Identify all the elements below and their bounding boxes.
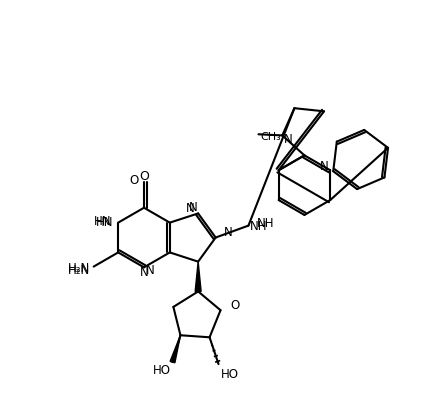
Text: HO: HO <box>153 364 171 376</box>
Text: O: O <box>231 299 240 312</box>
Text: O: O <box>130 174 139 187</box>
Text: N: N <box>139 266 148 279</box>
Text: N: N <box>320 160 329 173</box>
Text: H₂N: H₂N <box>67 264 90 277</box>
Text: H₂N: H₂N <box>67 262 90 275</box>
Text: HO: HO <box>220 368 238 381</box>
Text: HN: HN <box>94 215 111 228</box>
Text: N: N <box>224 226 232 239</box>
Text: N: N <box>185 202 194 215</box>
Text: NH: NH <box>257 217 274 230</box>
Text: N: N <box>284 133 293 146</box>
Text: HN: HN <box>96 216 113 229</box>
Text: CH₃: CH₃ <box>260 132 281 142</box>
Text: NH: NH <box>249 220 267 233</box>
Text: N: N <box>189 201 198 214</box>
Text: N: N <box>146 264 155 277</box>
Polygon shape <box>170 335 180 363</box>
Polygon shape <box>195 262 201 292</box>
Text: O: O <box>139 170 149 183</box>
